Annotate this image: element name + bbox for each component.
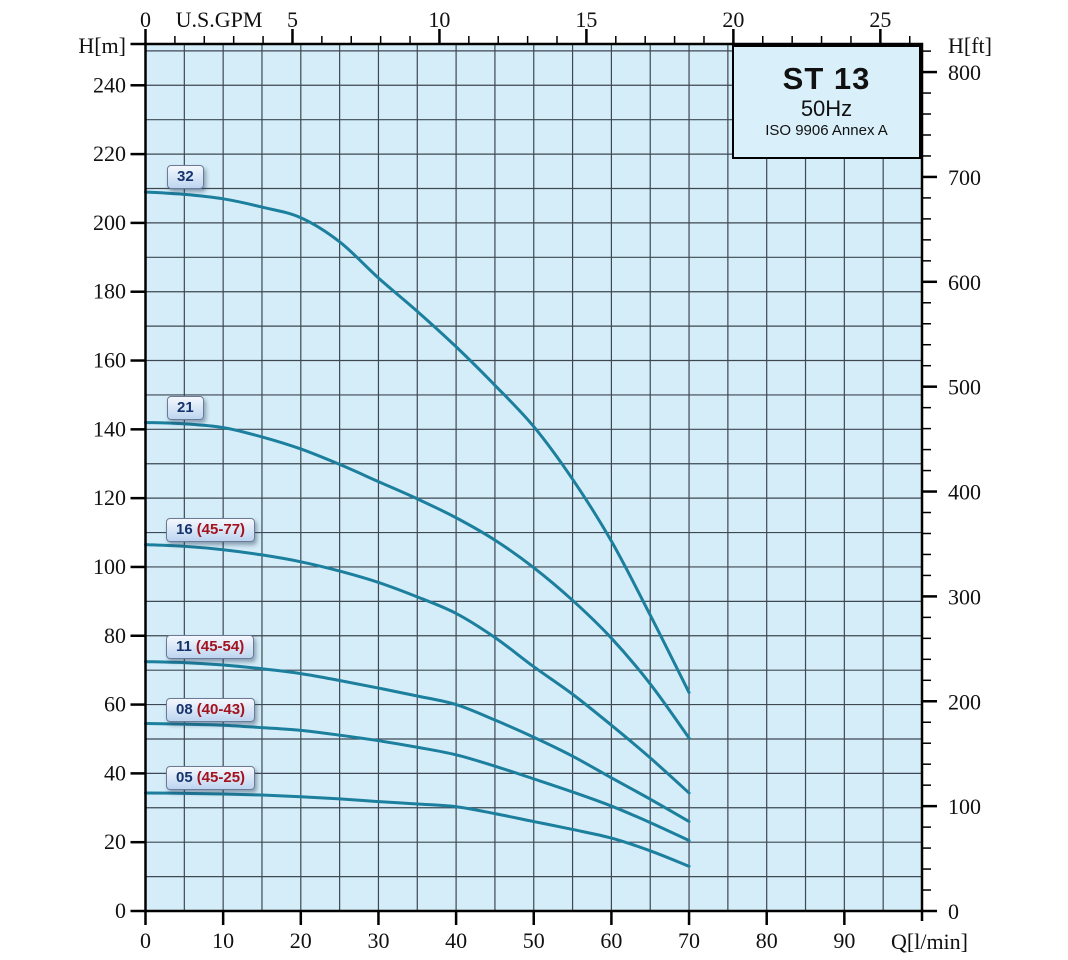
chart-title-box: ST 13 50Hz ISO 9906 Annex A xyxy=(732,45,921,159)
left-axis-tick-label: 180 xyxy=(93,279,126,304)
bottom-axis-tick-label: 50 xyxy=(523,928,545,953)
curve-label-16: 16 (45-77) xyxy=(166,518,256,542)
curve-label-stages: 08 xyxy=(176,701,193,718)
curve-label-stages: 11 xyxy=(176,638,192,655)
curve-label-21: 21 xyxy=(167,396,204,420)
bottom-axis-tick-label: 30 xyxy=(367,928,389,953)
bottom-axis-tick-label: 70 xyxy=(678,928,700,953)
right-axis-tick-label: 800 xyxy=(948,60,981,85)
left-axis-tick-label: 20 xyxy=(104,829,126,854)
left-axis-tick-label: 220 xyxy=(93,141,126,166)
right-axis-unit-label: H[ft] xyxy=(948,33,992,58)
curve-label-05: 05 (45-25) xyxy=(166,766,256,790)
pump-curve-11 xyxy=(144,660,691,824)
bottom-axis-tick-label: 90 xyxy=(833,928,855,953)
bottom-axis-unit-label: Q[l/min] xyxy=(891,929,968,954)
pump-curve-21 xyxy=(144,420,691,740)
curve-label-range: (45-77) xyxy=(196,521,246,538)
top-axis-unit-label: U.S.GPM xyxy=(176,7,263,32)
curve-label-range: (40-43) xyxy=(196,701,246,718)
top-axis-tick-label: 5 xyxy=(287,7,298,32)
right-axis-tick-label: 100 xyxy=(948,794,981,819)
bottom-axis-tick-label: 20 xyxy=(290,928,312,953)
curve-label-32: 32 xyxy=(167,165,204,189)
left-axis-tick-label: 160 xyxy=(93,348,126,373)
left-axis-tick-label: 80 xyxy=(104,623,126,648)
left-axis-tick-label: 200 xyxy=(93,210,126,235)
right-axis-tick-label: 200 xyxy=(948,689,981,714)
curve-label-11: 11 (45-54) xyxy=(166,635,255,659)
left-axis-unit-label: H[m] xyxy=(78,33,126,58)
left-axis-tick-label: 140 xyxy=(93,416,126,441)
left-axis-tick-label: 40 xyxy=(104,760,126,785)
bottom-axis-tick-label: 40 xyxy=(445,928,467,953)
curve-label-range: (45-25) xyxy=(196,769,246,786)
right-axis-tick-label: 0 xyxy=(948,899,959,924)
top-axis-tick-label: 0 xyxy=(140,7,151,32)
right-axis-tick-label: 600 xyxy=(948,270,981,295)
right-axis-tick-label: 400 xyxy=(948,480,981,505)
bottom-axis-tick-label: 80 xyxy=(756,928,778,953)
pump-curve-16 xyxy=(144,543,691,795)
top-axis-tick-label: 25 xyxy=(869,7,891,32)
left-axis-tick-label: 240 xyxy=(93,72,126,97)
bottom-axis-tick-label: 10 xyxy=(212,928,234,953)
pump-model-title: ST 13 xyxy=(782,61,871,97)
test-standard: ISO 9906 Annex A xyxy=(765,122,888,140)
right-axis-tick-label: 500 xyxy=(948,375,981,400)
top-axis-tick-label: 10 xyxy=(428,7,450,32)
pump-curve-32 xyxy=(144,190,691,695)
right-axis-tick-label: 700 xyxy=(948,165,981,190)
left-axis-tick-label: 100 xyxy=(93,554,126,579)
curve-label-stages: 16 xyxy=(176,521,193,538)
pump-curve-08 xyxy=(144,721,691,842)
curve-label-range: (45-54) xyxy=(195,638,245,655)
pump-frequency: 50Hz xyxy=(800,95,853,121)
curve-label-stages: 32 xyxy=(177,168,194,185)
left-axis-tick-label: 0 xyxy=(115,898,126,923)
bottom-axis-tick-label: 60 xyxy=(600,928,622,953)
left-axis-tick-label: 120 xyxy=(93,485,126,510)
pump-curve-05 xyxy=(144,791,691,868)
top-axis-tick-label: 20 xyxy=(722,7,744,32)
right-axis-tick-label: 300 xyxy=(948,584,981,609)
curve-label-stages: 21 xyxy=(177,399,194,416)
top-axis-tick-label: 15 xyxy=(575,7,597,32)
curve-label-08: 08 (40-43) xyxy=(166,698,256,722)
curve-label-stages: 05 xyxy=(176,769,193,786)
bottom-axis-tick-label: 0 xyxy=(140,928,151,953)
left-axis-tick-label: 60 xyxy=(104,692,126,717)
